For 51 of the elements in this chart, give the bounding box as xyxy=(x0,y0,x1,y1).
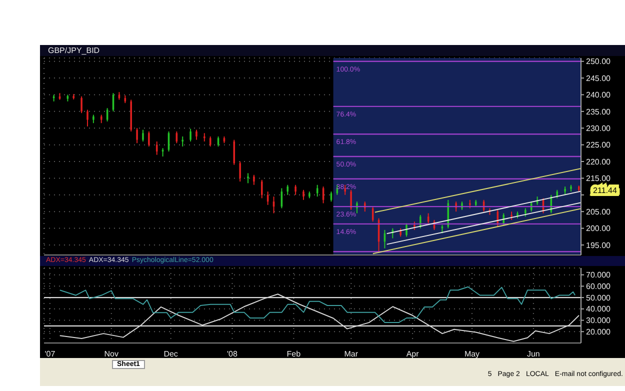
x-tick-label: Apr xyxy=(406,350,420,359)
y-tick-label: 220.00 xyxy=(586,157,612,166)
y-tick-label: 230.00 xyxy=(586,124,612,133)
y-tick-label: 30.000 xyxy=(586,316,612,326)
y-tick-label: 40.000 xyxy=(586,304,612,314)
candlestick xyxy=(260,179,263,199)
x-tick-label: Mar xyxy=(344,350,358,359)
y-tick-label: 240.00 xyxy=(586,90,612,100)
y-tick-label: 60.000 xyxy=(586,282,612,292)
candlestick xyxy=(80,96,82,114)
x-tick-label: Dec xyxy=(164,350,178,359)
x-tick-label: Nov xyxy=(104,350,118,359)
y-tick-label: 245.00 xyxy=(586,74,612,83)
line-series xyxy=(59,286,576,324)
chart-title: GBP/JPY_BID xyxy=(40,45,625,56)
candlestick xyxy=(142,129,144,142)
y-tick-label: 235.00 xyxy=(586,107,612,116)
candlestick xyxy=(247,172,249,184)
candlestick xyxy=(447,199,450,229)
candlestick xyxy=(148,130,150,147)
y-tick-label: 20.000 xyxy=(586,327,612,336)
y-tick-label: 250.00 xyxy=(586,57,612,66)
y-tick-label: 215.00 xyxy=(586,174,612,184)
candlestick xyxy=(302,189,304,200)
candlestick xyxy=(190,128,192,142)
candlestick xyxy=(455,201,457,212)
candlestick xyxy=(286,184,289,196)
candlestick xyxy=(356,201,358,214)
y-tick-label: 50.000 xyxy=(586,293,612,302)
candlestick xyxy=(239,161,241,182)
x-tick-label: '08 xyxy=(227,350,238,359)
y-tick-label: 195.00 xyxy=(586,240,612,250)
candlestick xyxy=(294,184,296,196)
y-tick-label: 225.00 xyxy=(586,140,612,150)
x-tick-label: Feb xyxy=(286,350,302,359)
y-tick-label: 70.000 xyxy=(586,270,612,280)
y-tick-label: 200.00 xyxy=(586,224,612,234)
candlestick xyxy=(530,201,532,212)
candlestick xyxy=(233,139,236,166)
x-tick-label: May xyxy=(464,350,480,359)
candlestick xyxy=(182,136,184,147)
x-tick-label: '07 xyxy=(44,350,56,359)
candlestick xyxy=(196,129,198,140)
y-tick-label: 205.00 xyxy=(586,207,612,216)
candlestick xyxy=(406,222,408,238)
candlestick xyxy=(86,109,88,127)
candlestick xyxy=(253,174,255,186)
candlestick xyxy=(364,201,366,212)
x-tick-label: Jun xyxy=(526,350,540,359)
candlestick xyxy=(136,128,138,144)
candlestick xyxy=(350,189,352,210)
